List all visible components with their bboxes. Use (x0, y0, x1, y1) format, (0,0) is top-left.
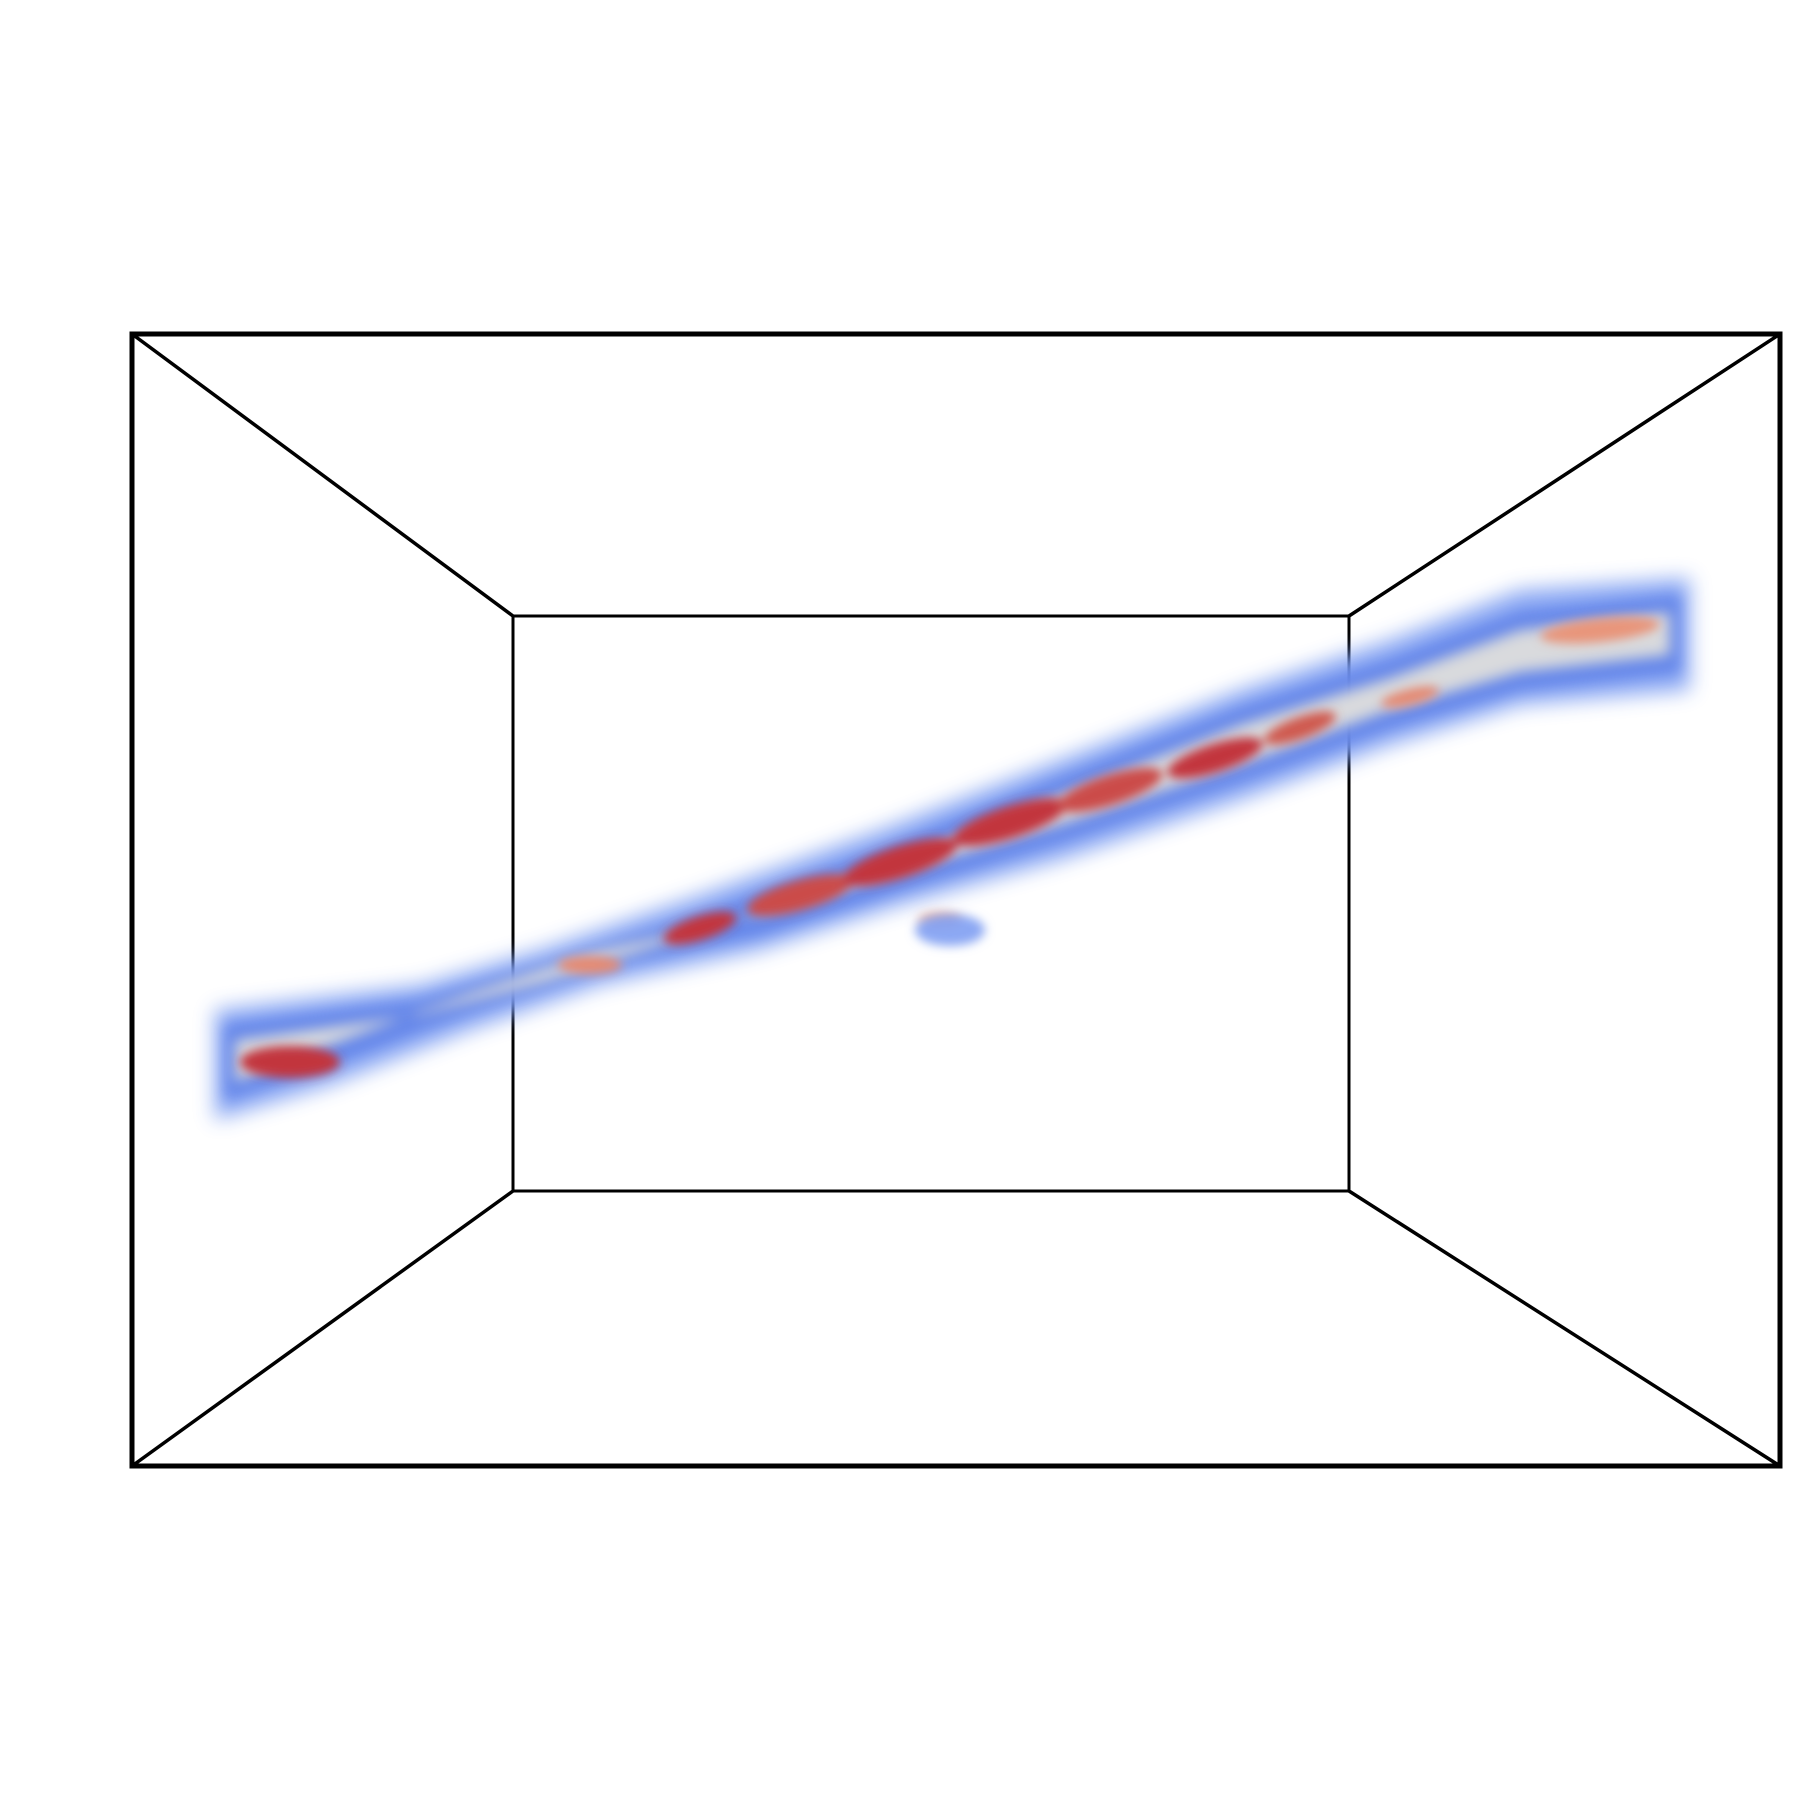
front-face (129, 331, 1783, 1469)
edge-top-left (130, 332, 515, 618)
filament-offshoot (915, 914, 985, 946)
offshoot-blob (915, 914, 985, 946)
hotspot-5 (842, 838, 958, 886)
hotspot-11 (1540, 616, 1660, 644)
hotspot-3 (663, 911, 737, 945)
box-frame (130, 332, 1782, 1468)
hotspot-2 (558, 956, 622, 974)
hotspot-10 (1380, 686, 1440, 708)
edge-bottom-right (1347, 1189, 1782, 1468)
edge-bottom-left (130, 1189, 515, 1468)
hotspot-1 (240, 1046, 340, 1078)
hotspot-7 (1057, 767, 1163, 813)
filament-hotspots (240, 616, 1660, 1078)
hotspot-9 (1264, 711, 1336, 745)
density-filament (215, 578, 1690, 1120)
hotspot-6 (952, 798, 1068, 846)
box-front (129, 331, 1783, 1469)
edge-top-right (1347, 332, 1782, 618)
hotspot-4 (746, 874, 854, 916)
back-face (511, 614, 1351, 1193)
hotspot-8 (1167, 737, 1263, 779)
